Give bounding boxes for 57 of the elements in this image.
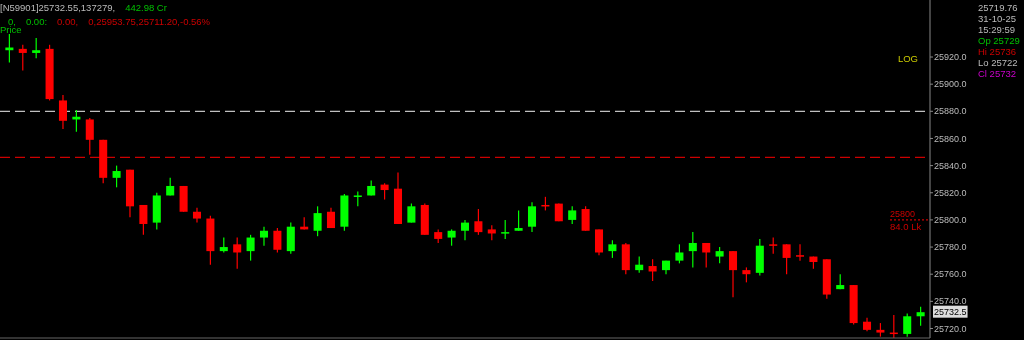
candlestick: [474, 208, 483, 236]
y-tick-label: 25880.0: [934, 106, 967, 117]
candlestick: [139, 204, 148, 236]
text: Hi 25736: [978, 46, 1017, 57]
annotation: 25732.5: [934, 306, 967, 317]
annotation: 0,: [8, 16, 16, 27]
candlestick: [581, 205, 590, 232]
text: Op 25729: [978, 35, 1020, 46]
annotation: -0.56%: [179, 16, 211, 27]
y-tick-label: 25840.0: [934, 160, 967, 171]
candlestick: [85, 117, 94, 156]
candlestick: [273, 227, 282, 254]
candlestick: [313, 205, 322, 237]
candlestick: [233, 236, 242, 270]
y-tick-label: 25740.0: [934, 296, 967, 307]
candlestick: [795, 243, 805, 262]
candlestick: [728, 250, 738, 298]
candlestick: [903, 312, 912, 338]
y-tick-label: 25720.0: [934, 323, 967, 334]
annotation: 442.98 Cr: [125, 2, 167, 13]
candlestick: [688, 231, 697, 269]
annotation: LOG: [897, 53, 918, 64]
y-tick-label: 25800.0: [934, 215, 967, 226]
y-tick-label: 25920.0: [934, 52, 967, 63]
y-tick-label: 25820.0: [934, 187, 967, 198]
text: 15:29:59: [978, 24, 1015, 35]
y-tick-label: 25780.0: [934, 242, 967, 253]
ref-line-label: 25800: [890, 208, 916, 219]
candlestick: [675, 243, 684, 264]
text: 31-10-25: [978, 13, 1017, 24]
candlestick: [514, 209, 523, 232]
candlestick: [32, 37, 41, 59]
y-tick-label: 25860.0: [934, 133, 967, 144]
annotation: 0.00:: [25, 16, 48, 27]
annotation: 0.00,: [57, 16, 79, 27]
text: Cl 25732: [978, 68, 1017, 79]
candlestick: [112, 165, 121, 188]
text: 25719.76: [978, 2, 1018, 13]
candlestick: [648, 258, 657, 282]
annotation: 84.0 Lk: [890, 220, 922, 232]
candlestick: [527, 201, 537, 233]
y-tick-label: 25900.0: [934, 79, 967, 90]
annotation: 0,25953.75,25711.20,: [88, 16, 180, 27]
candlestick: [18, 44, 27, 72]
candlestick: [259, 226, 269, 247]
candlestick: [501, 219, 510, 240]
candlestick: [782, 243, 791, 275]
candlestick: [58, 94, 67, 130]
candlestick: [460, 219, 470, 241]
y-tick-label: 25760.0: [934, 269, 967, 280]
candlestick: [246, 234, 255, 262]
candlestick: [916, 306, 925, 327]
text: Lo 25722: [978, 57, 1018, 68]
candlestick: [594, 228, 604, 256]
candlestick: [407, 203, 416, 224]
candlestick: [702, 242, 711, 269]
annotation: [N59901]25732.55,137279,: [0, 2, 116, 13]
